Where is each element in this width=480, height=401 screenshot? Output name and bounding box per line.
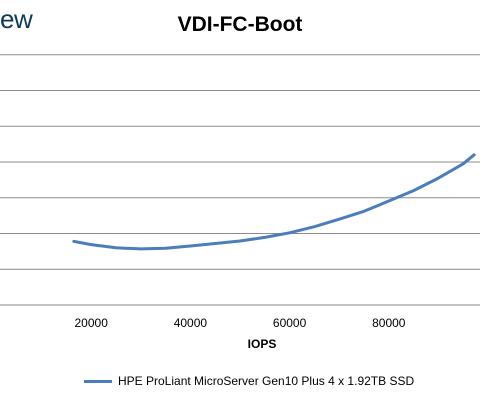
x-axis-label: IOPS (248, 337, 277, 351)
legend-swatch (84, 379, 112, 383)
gridlines (0, 54, 480, 306)
x-tick-label: 40000 (174, 316, 208, 330)
x-tick-label: 80000 (372, 316, 406, 330)
brand-logo-text: ew (0, 4, 33, 34)
x-tick-label: 60000 (273, 316, 307, 330)
x-axis-ticks: 20000 40000 60000 80000 (75, 316, 406, 330)
legend: HPE ProLiant MicroServer Gen10 Plus 4 x … (84, 374, 414, 388)
chart-title: VDI-FC-Boot (177, 13, 303, 36)
series-group (72, 153, 476, 251)
legend-label: HPE ProLiant MicroServer Gen10 Plus 4 x … (118, 374, 415, 388)
series-line (72, 153, 476, 251)
x-tick-label: 20000 (75, 316, 109, 330)
